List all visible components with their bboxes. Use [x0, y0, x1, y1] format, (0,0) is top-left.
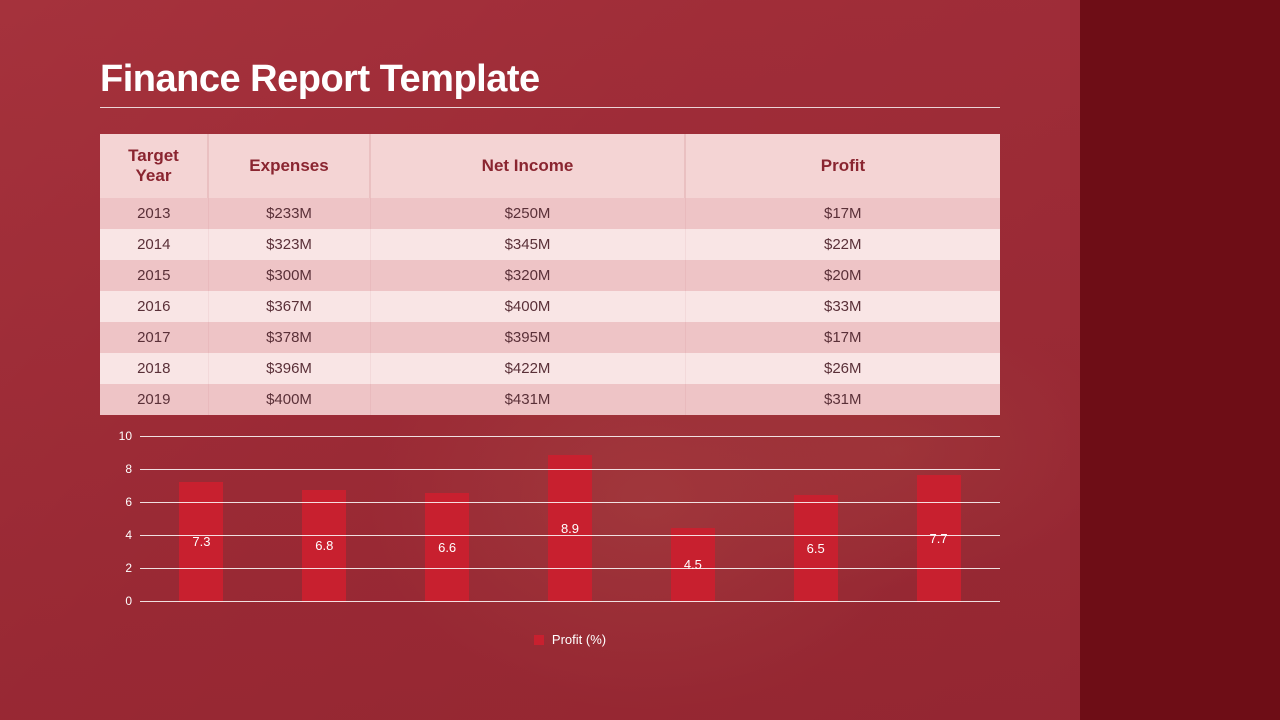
- y-axis-label: 8: [106, 462, 132, 476]
- bar-value-label: 6.8: [315, 538, 333, 553]
- gridline: 10: [140, 436, 1000, 437]
- main-panel: Finance Report Template TargetYearExpens…: [0, 0, 1080, 720]
- bar: 7.7: [917, 475, 961, 602]
- table-cell: $345M: [370, 229, 685, 260]
- y-axis-label: 0: [106, 594, 132, 608]
- table-body: 2013$233M$250M$17M2014$323M$345M$22M2015…: [100, 198, 1000, 415]
- table-cell: $31M: [685, 384, 1000, 415]
- table-cell: $431M: [370, 384, 685, 415]
- bar-slot: 4.5: [631, 437, 754, 602]
- table-row: 2015$300M$320M$20M: [100, 260, 1000, 291]
- col-header: Net Income: [370, 134, 685, 198]
- y-axis-label: 4: [106, 528, 132, 542]
- table-cell: $33M: [685, 291, 1000, 322]
- bar-value-label: 6.6: [438, 540, 456, 555]
- gridline: 4: [140, 535, 1000, 536]
- bar: 4.5: [671, 528, 715, 602]
- table-header-row: TargetYearExpensesNet IncomeProfit: [100, 134, 1000, 198]
- bar-value-label: 8.9: [561, 521, 579, 536]
- table-cell: $367M: [208, 291, 370, 322]
- table-cell: $250M: [370, 198, 685, 229]
- table-cell: $396M: [208, 353, 370, 384]
- bar-slot: 7.7: [877, 437, 1000, 602]
- table-cell: $17M: [685, 198, 1000, 229]
- finance-table: TargetYearExpensesNet IncomeProfit 2013$…: [100, 134, 1000, 415]
- gridline: 8: [140, 469, 1000, 470]
- table-cell: $320M: [370, 260, 685, 291]
- table-cell: $20M: [685, 260, 1000, 291]
- table-cell: 2018: [100, 353, 208, 384]
- legend-swatch: [534, 635, 544, 645]
- bar: 6.8: [302, 490, 346, 602]
- legend-label: Profit (%): [552, 632, 606, 647]
- y-axis-label: 10: [106, 429, 132, 443]
- table-row: 2017$378M$395M$17M: [100, 322, 1000, 353]
- table-cell: $233M: [208, 198, 370, 229]
- table-cell: $400M: [370, 291, 685, 322]
- bar: 6.5: [794, 495, 838, 602]
- table-head: TargetYearExpensesNet IncomeProfit: [100, 134, 1000, 198]
- bar-value-label: 7.3: [192, 534, 210, 549]
- chart-plot-area: 7.3 6.8 6.6 8.9 4.5 6.5 7.7 0 2 4 6 8 10: [140, 437, 1000, 602]
- table-row: 2019$400M$431M$31M: [100, 384, 1000, 415]
- table-cell: 2019: [100, 384, 208, 415]
- bar-value-label: 7.7: [930, 531, 948, 546]
- side-panel: [1080, 0, 1280, 720]
- table-row: 2018$396M$422M$26M: [100, 353, 1000, 384]
- table-cell: $22M: [685, 229, 1000, 260]
- bar-value-label: 4.5: [684, 557, 702, 572]
- table-cell: 2013: [100, 198, 208, 229]
- bar-slot: 6.5: [754, 437, 877, 602]
- table-row: 2016$367M$400M$33M: [100, 291, 1000, 322]
- table-cell: $395M: [370, 322, 685, 353]
- y-axis-label: 6: [106, 495, 132, 509]
- table-cell: 2014: [100, 229, 208, 260]
- bar: 8.9: [548, 455, 592, 602]
- chart-bars: 7.3 6.8 6.6 8.9 4.5 6.5 7.7: [140, 437, 1000, 602]
- profit-chart: 7.3 6.8 6.6 8.9 4.5 6.5 7.7 0 2 4 6 8 10 Profit (%): [100, 437, 1000, 647]
- bar-slot: 8.9: [509, 437, 632, 602]
- bar: 6.6: [425, 493, 469, 602]
- table-cell: 2015: [100, 260, 208, 291]
- bar: 7.3: [179, 482, 223, 602]
- table-cell: $323M: [208, 229, 370, 260]
- table-cell: $17M: [685, 322, 1000, 353]
- table-cell: 2017: [100, 322, 208, 353]
- col-header: Expenses: [208, 134, 370, 198]
- bar-slot: 7.3: [140, 437, 263, 602]
- table-cell: $400M: [208, 384, 370, 415]
- table-row: 2013$233M$250M$17M: [100, 198, 1000, 229]
- table-cell: $300M: [208, 260, 370, 291]
- table-cell: 2016: [100, 291, 208, 322]
- bar-slot: 6.8: [263, 437, 386, 602]
- table-row: 2014$323M$345M$22M: [100, 229, 1000, 260]
- col-header: Profit: [685, 134, 1000, 198]
- table-cell: $378M: [208, 322, 370, 353]
- gridline: 0: [140, 601, 1000, 602]
- gridline: 6: [140, 502, 1000, 503]
- col-header: TargetYear: [100, 134, 208, 198]
- page-title: Finance Report Template: [100, 58, 1000, 101]
- y-axis-label: 2: [106, 561, 132, 575]
- title-underline: [100, 107, 1000, 108]
- bar-slot: 6.6: [386, 437, 509, 602]
- gridline: 2: [140, 568, 1000, 569]
- bar-value-label: 6.5: [807, 541, 825, 556]
- table-cell: $26M: [685, 353, 1000, 384]
- chart-legend: Profit (%): [140, 632, 1000, 647]
- table-cell: $422M: [370, 353, 685, 384]
